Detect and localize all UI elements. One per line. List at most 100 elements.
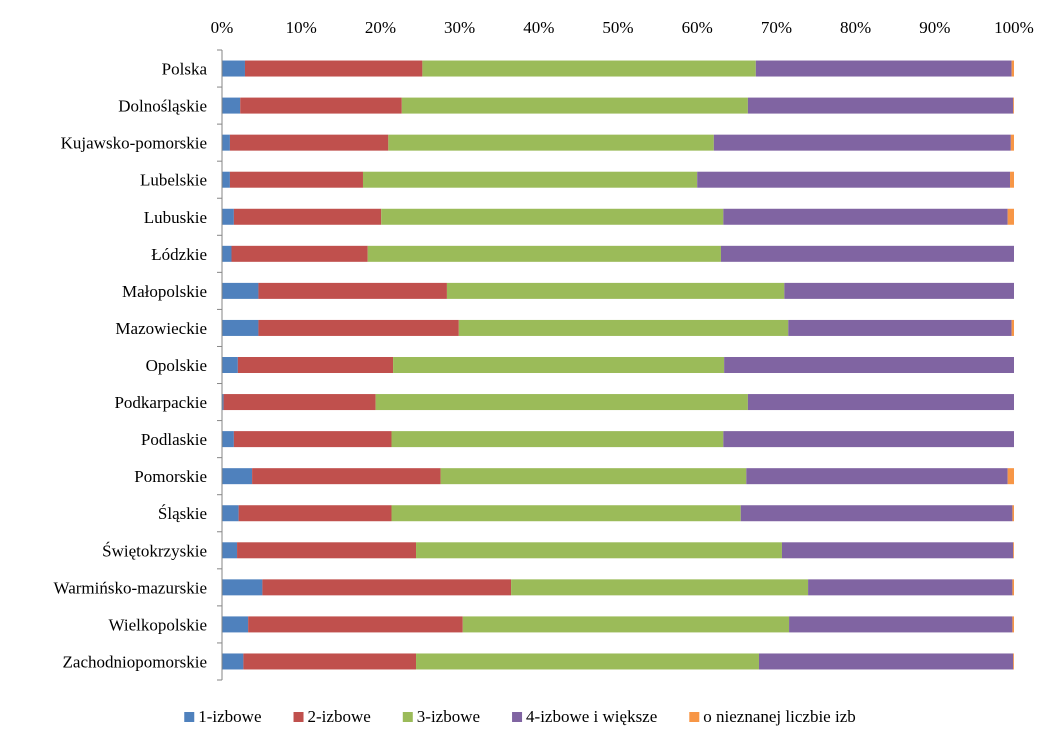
- legend-item: 4-izbowe i większe: [512, 707, 657, 726]
- bar-segment: [723, 431, 1014, 448]
- bar-segment: [1007, 208, 1014, 225]
- bar-segment: [1010, 134, 1014, 151]
- category-label: Mazowieckie: [115, 319, 207, 338]
- bar-segment: [243, 653, 417, 670]
- legend-swatch: [689, 712, 700, 722]
- bar-segment: [375, 394, 748, 411]
- bar-segment: [1013, 653, 1014, 670]
- category-labels: Polska Dolnośląskie Kujawsko-pomorskie Lube…: [54, 60, 208, 672]
- bar-segment: [222, 505, 239, 522]
- x-tick-label: 100%: [994, 18, 1034, 37]
- bar-segment: [781, 542, 1014, 559]
- legend-item: o nieznanej liczbie izb: [689, 707, 856, 726]
- bar-segment: [248, 616, 463, 633]
- bar-segment: [401, 97, 748, 114]
- bar-segment: [1013, 97, 1014, 114]
- bar-segment: [233, 431, 392, 448]
- bar-segment: [367, 245, 721, 262]
- bar-segment: [789, 616, 1013, 633]
- legend: 1-izbowe 2-izbowe 3-izbowe 4-izbowe i więks…: [184, 707, 856, 726]
- bar-segment: [458, 319, 789, 336]
- category-label: Kujawsko-pomorskie: [61, 134, 207, 153]
- bar-segment: [222, 245, 232, 262]
- x-tick-label: 70%: [761, 18, 792, 37]
- category-label: Lubelskie: [140, 171, 207, 190]
- bar-segment: [393, 357, 725, 373]
- bar-segment: [240, 97, 402, 114]
- bar-segment: [222, 468, 253, 485]
- bar-segment: [362, 171, 698, 188]
- category-label: Lubuskie: [144, 208, 207, 227]
- bar-segment: [222, 97, 241, 114]
- bar-segment: [713, 134, 1011, 151]
- legend-swatch: [512, 712, 523, 722]
- bar-segment: [222, 171, 230, 188]
- x-tick-label: 10%: [286, 18, 317, 37]
- x-tick-label: 0%: [211, 18, 234, 37]
- bar-segment: [222, 282, 259, 299]
- bar-segment: [808, 579, 1013, 596]
- bar-segment: [258, 319, 459, 336]
- legend-label: 3-izbowe: [417, 707, 480, 726]
- bar-segment: [723, 208, 1008, 225]
- bar-segment: [229, 134, 389, 151]
- legend-label: o nieznanej liczbie izb: [703, 707, 855, 726]
- x-axis-ticks: 0% 10% 20% 30% 40% 50% 60% 70% 80% 90% 100%: [211, 18, 1034, 37]
- legend-item: 1-izbowe: [184, 707, 262, 726]
- bar-segment: [223, 394, 376, 411]
- bar-segment: [746, 468, 1008, 485]
- legend-item: 2-izbowe: [293, 707, 371, 726]
- bar-segment: [222, 208, 234, 225]
- bar-segment: [1012, 616, 1014, 633]
- bar-segment: [1012, 505, 1014, 522]
- category-label: Wielkopolskie: [109, 615, 207, 634]
- bar-segment: [422, 60, 756, 77]
- bar-segment: [222, 616, 249, 633]
- bar-segment: [229, 171, 363, 188]
- bar-segment: [222, 653, 244, 670]
- bar-segment: [237, 542, 417, 559]
- bar-segment: [222, 394, 224, 411]
- category-label: Pomorskie: [134, 467, 207, 486]
- legend-label: 2-izbowe: [308, 707, 371, 726]
- bar-segment: [440, 468, 747, 485]
- x-tick-label: 80%: [840, 18, 871, 37]
- category-label: Małopolskie: [122, 282, 207, 301]
- category-label: Polska: [162, 60, 208, 79]
- bar-segment: [1010, 171, 1014, 188]
- bar-segment: [755, 60, 1012, 77]
- category-label: Dolnośląskie: [118, 97, 207, 116]
- legend-label: 4-izbowe i większe: [526, 707, 657, 726]
- bar-segment: [222, 134, 230, 151]
- axes: [217, 49, 223, 681]
- bar-segment: [222, 60, 245, 77]
- bar-segment: [381, 208, 724, 225]
- x-tick-label: 50%: [602, 18, 633, 37]
- bar-segment: [222, 579, 263, 596]
- bars: [222, 60, 1014, 670]
- x-tick-label: 90%: [919, 18, 950, 37]
- x-tick-label: 40%: [523, 18, 554, 37]
- category-label: Świętokrzyskie: [102, 541, 207, 560]
- legend-swatch: [184, 712, 195, 722]
- bar-segment: [262, 579, 512, 596]
- bar-segment: [237, 357, 394, 373]
- category-label: Podkarpackie: [114, 393, 207, 412]
- category-label: Warmińsko-mazurskie: [54, 578, 207, 597]
- bar-segment: [462, 616, 790, 633]
- bar-segment: [391, 431, 724, 448]
- bar-segment: [252, 468, 441, 485]
- category-label: Śląskie: [158, 504, 207, 523]
- bar-segment: [697, 171, 1011, 188]
- category-label: Podlaskie: [141, 430, 207, 449]
- category-label: Łódzkie: [151, 245, 207, 264]
- bar-segment: [1011, 60, 1014, 77]
- bar-segment: [244, 60, 423, 77]
- bar-segment: [416, 653, 759, 670]
- bar-segment: [416, 542, 782, 559]
- bar-segment: [222, 357, 238, 373]
- bar-segment: [446, 282, 785, 299]
- category-label: Zachodniopomorskie: [63, 652, 207, 671]
